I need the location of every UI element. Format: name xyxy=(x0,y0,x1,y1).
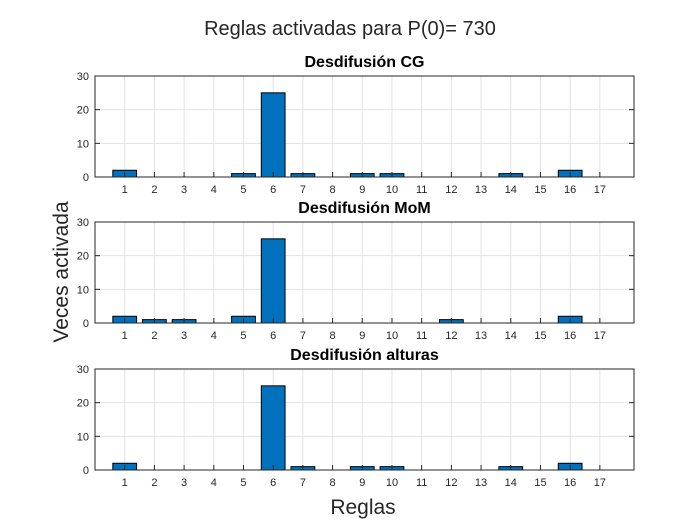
x-tick-label: 14 xyxy=(505,330,517,342)
y-tick-label: 20 xyxy=(77,251,89,263)
x-tick-label: 9 xyxy=(359,184,365,196)
y-tick-label: 30 xyxy=(77,364,89,376)
subplot-title: Desdifusión alturas xyxy=(290,347,439,364)
x-tick-label: 8 xyxy=(330,477,336,489)
x-tick-label: 9 xyxy=(359,330,365,342)
x-tick-label: 14 xyxy=(505,184,517,196)
x-tick-label: 6 xyxy=(270,477,276,489)
x-tick-label: 15 xyxy=(534,184,546,196)
bar-6 xyxy=(260,92,286,178)
x-tick-label: 11 xyxy=(416,330,427,342)
y-tick-label: 20 xyxy=(77,398,89,410)
x-tick-label: 4 xyxy=(211,184,217,196)
x-tick-label: 10 xyxy=(386,477,398,489)
x-tick-label: 13 xyxy=(475,477,487,489)
x-axis-label: Reglas xyxy=(330,496,395,519)
axes-box xyxy=(94,368,635,471)
bar-6 xyxy=(260,238,286,324)
x-tick-label: 11 xyxy=(416,184,427,196)
x-tick-label: 5 xyxy=(240,330,246,342)
x-tick-label: 4 xyxy=(211,477,217,489)
x-tick-label: 17 xyxy=(594,330,606,342)
x-tick-label: 16 xyxy=(564,477,576,489)
y-tick-label: 10 xyxy=(77,431,89,443)
subplot-title: Desdifusión CG xyxy=(304,54,424,71)
x-tick-label: 7 xyxy=(300,477,306,489)
x-tick-label: 3 xyxy=(181,184,187,196)
x-tick-label: 13 xyxy=(475,330,487,342)
x-tick-label: 10 xyxy=(386,330,398,342)
x-tick-label: 16 xyxy=(564,184,576,196)
x-tick-label: 15 xyxy=(534,330,546,342)
x-tick-label: 11 xyxy=(416,477,427,489)
x-tick-label: 9 xyxy=(359,477,365,489)
x-tick-label: 17 xyxy=(594,184,606,196)
x-tick-label: 13 xyxy=(475,184,487,196)
x-tick-label: 10 xyxy=(386,184,398,196)
x-tick-label: 1 xyxy=(122,330,128,342)
bar-6 xyxy=(260,385,286,471)
x-tick-label: 2 xyxy=(151,330,157,342)
y-tick-label: 10 xyxy=(77,284,89,296)
y-tick-label: 0 xyxy=(83,172,89,184)
axes-box xyxy=(94,75,635,178)
axes-box xyxy=(94,221,635,324)
x-tick-label: 12 xyxy=(445,477,457,489)
y-axis-label: Veces activada xyxy=(50,201,73,343)
x-tick-label: 16 xyxy=(564,330,576,342)
y-tick-label: 0 xyxy=(83,465,89,477)
subplot-title: Desdifusión MoM xyxy=(298,200,430,217)
x-tick-label: 1 xyxy=(122,477,128,489)
x-tick-label: 2 xyxy=(151,184,157,196)
x-tick-label: 14 xyxy=(505,477,517,489)
y-tick-label: 20 xyxy=(77,105,89,117)
x-tick-label: 7 xyxy=(300,330,306,342)
y-tick-label: 10 xyxy=(77,138,89,150)
x-tick-label: 6 xyxy=(270,330,276,342)
y-tick-label: 30 xyxy=(77,71,89,83)
x-tick-label: 5 xyxy=(240,184,246,196)
x-tick-label: 8 xyxy=(330,330,336,342)
x-tick-label: 12 xyxy=(445,330,457,342)
x-tick-label: 6 xyxy=(270,184,276,196)
x-tick-label: 7 xyxy=(300,184,306,196)
x-tick-label: 1 xyxy=(122,184,128,196)
y-tick-label: 30 xyxy=(77,217,89,229)
x-tick-label: 2 xyxy=(151,477,157,489)
x-tick-label: 15 xyxy=(534,477,546,489)
x-tick-label: 3 xyxy=(181,330,187,342)
y-tick-label: 0 xyxy=(83,318,89,330)
x-tick-label: 17 xyxy=(594,477,606,489)
x-tick-label: 3 xyxy=(181,477,187,489)
x-tick-label: 8 xyxy=(330,184,336,196)
x-tick-label: 5 xyxy=(240,477,246,489)
x-tick-label: 12 xyxy=(445,184,457,196)
figure-title: Reglas activadas para P(0)= 730 xyxy=(204,18,496,40)
x-tick-label: 4 xyxy=(211,330,217,342)
